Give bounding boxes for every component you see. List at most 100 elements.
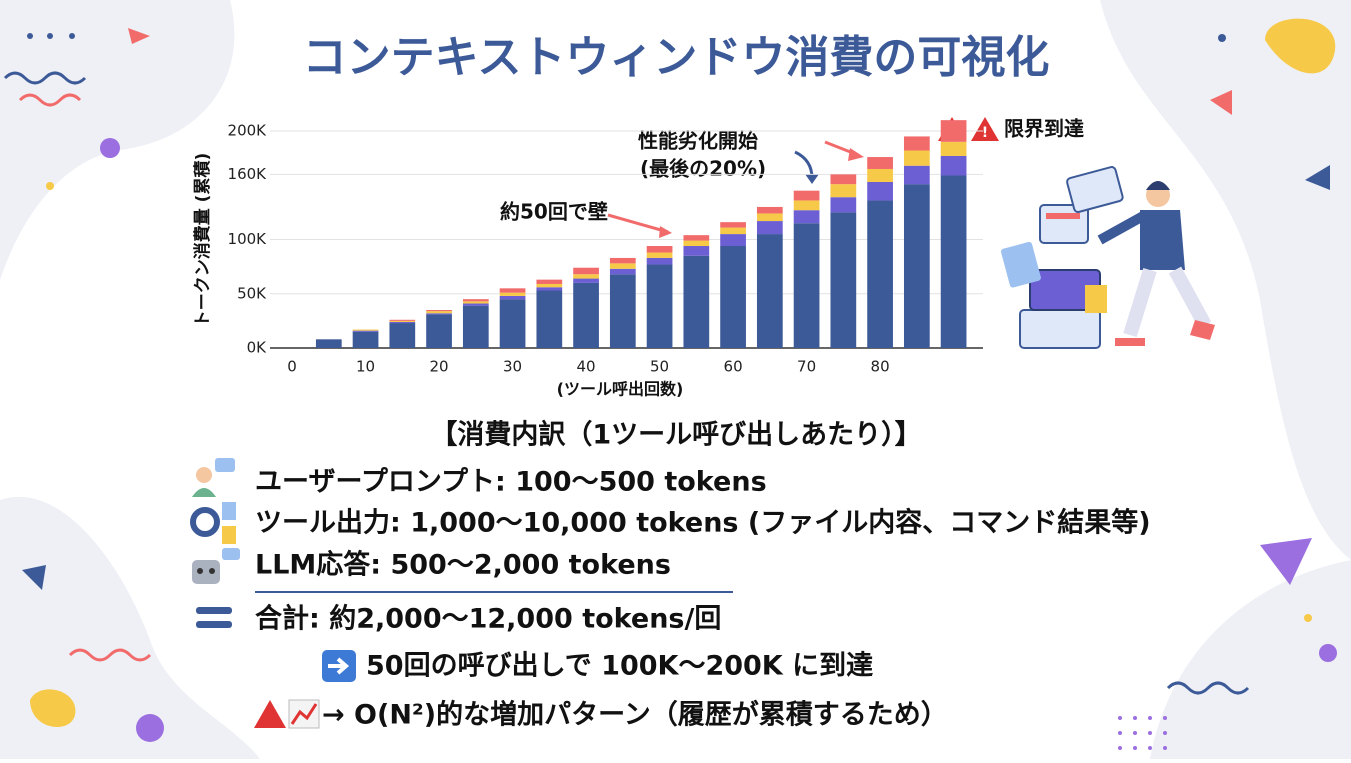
bar-segment [609, 274, 636, 348]
bar-segment [389, 323, 416, 348]
bar-segment [646, 246, 673, 253]
bar-segment [573, 267, 599, 275]
svg-text:!: ! [982, 125, 988, 141]
bar-segment [499, 299, 526, 348]
arrow [805, 174, 819, 184]
bar-segment [867, 168, 893, 182]
x-tick-label: 30 [503, 358, 522, 376]
bar-segment [830, 197, 857, 213]
x-tick-label: 0 [287, 358, 297, 376]
bar-segment [720, 246, 746, 348]
bar-segment [462, 305, 489, 348]
bar-segment [793, 223, 820, 348]
breakdown-result: 50回の呼び出しで 100K〜200K に到達 [366, 651, 873, 682]
item-icon [192, 548, 240, 584]
arrow [848, 148, 864, 161]
arrow [607, 213, 669, 234]
bar-segment [720, 234, 746, 247]
x-tick-label: 60 [724, 358, 743, 376]
bar-segment [389, 320, 416, 322]
bar-segment [352, 329, 379, 331]
x-tick-label: 80 [871, 358, 890, 376]
bar-segment [903, 136, 930, 151]
equals-icon [196, 607, 232, 628]
illustration [1001, 166, 1215, 349]
annotation: (最後の20%) [640, 157, 766, 181]
warning-chart-icon [254, 699, 320, 729]
bar-segment [720, 222, 746, 228]
y-tick-label: 200K [228, 122, 268, 140]
bar-segment [499, 295, 526, 300]
bar-segment [536, 279, 563, 284]
bar-segment [720, 227, 746, 235]
bar-segment [793, 200, 820, 211]
bar-segment [536, 287, 563, 291]
x-tick-label: 50 [650, 358, 669, 376]
bar-segment [683, 255, 710, 348]
arrow [659, 226, 672, 238]
y-tick-label: 50K [237, 284, 267, 302]
bar-segment [940, 141, 967, 156]
bar-segment [940, 175, 967, 348]
item-icon [190, 502, 236, 544]
bar-segment [756, 221, 783, 235]
x-tick-label: 40 [577, 358, 596, 376]
bar-segment [426, 311, 452, 314]
bar-segment [867, 200, 893, 348]
annotation: 性能劣化開始 [638, 129, 758, 153]
bar-segment [830, 174, 857, 185]
y-tick-label: 160K [228, 165, 268, 183]
breakdown-item: ユーザープロンプト: 100〜500 tokens [255, 467, 767, 498]
bar-segment [756, 213, 783, 222]
breakdown-item: ツール出力: 1,000〜10,000 tokens (ファイル内容、コマンド結… [255, 507, 1151, 539]
bar-segment [756, 234, 783, 348]
breakdown-item: LLM応答: 500〜2,000 tokens [255, 549, 671, 581]
bar-segment [426, 313, 452, 315]
item-icon [192, 458, 235, 497]
bar-segment [573, 278, 599, 283]
bar-segment [903, 150, 930, 166]
breakdown-growth: → O(N²)的な増加パターン（履歴が累積するため） [322, 699, 948, 731]
bar-segment [903, 184, 930, 348]
bar-segment [830, 212, 857, 348]
bar-segment [462, 301, 489, 304]
arrow-icon [322, 650, 356, 682]
bar-segment [756, 206, 783, 214]
bar-segment [646, 252, 673, 258]
bar-segment [352, 330, 379, 332]
bar-segment [352, 331, 379, 348]
annotation: 限界到達 [1004, 117, 1084, 141]
x-tick-label: 70 [797, 358, 816, 376]
bar-segment [609, 257, 636, 264]
y-axis-label: トークン消費量 (累積) [192, 153, 213, 327]
bar-segment [646, 264, 673, 348]
bar-segment [830, 184, 857, 198]
bar-segment [646, 257, 673, 265]
bar-segment [683, 235, 710, 241]
bar-segment [462, 299, 489, 302]
breakdown-heading: 【消費内訳（1ツール呼び出しあたり）】 [430, 419, 921, 451]
bar-segment [426, 310, 452, 312]
bar-segment [609, 268, 636, 275]
annotation: 約50回で壁 [500, 200, 608, 224]
x-axis-label: (ツール呼出回数) [557, 380, 684, 399]
bar-segment [389, 319, 416, 321]
x-tick-label: 20 [430, 358, 449, 376]
bar-segment [903, 165, 930, 185]
bar-segment [793, 190, 820, 201]
bar-segment [683, 240, 710, 247]
bar-segment [499, 292, 526, 296]
bar-segment [462, 303, 489, 306]
bar-segment [573, 274, 599, 279]
bar-segment [867, 157, 893, 169]
y-tick-label: 0K [247, 339, 268, 357]
x-tick-label: 10 [356, 358, 375, 376]
bar-segment [536, 283, 563, 288]
title: コンテキストウィンドウ消費の可視化 [303, 32, 1050, 83]
bar-segment [793, 210, 820, 224]
bar-segment [609, 263, 636, 269]
bar-segment [867, 181, 893, 201]
bar-segment [536, 290, 563, 348]
y-tick-label: 100K [228, 230, 268, 248]
